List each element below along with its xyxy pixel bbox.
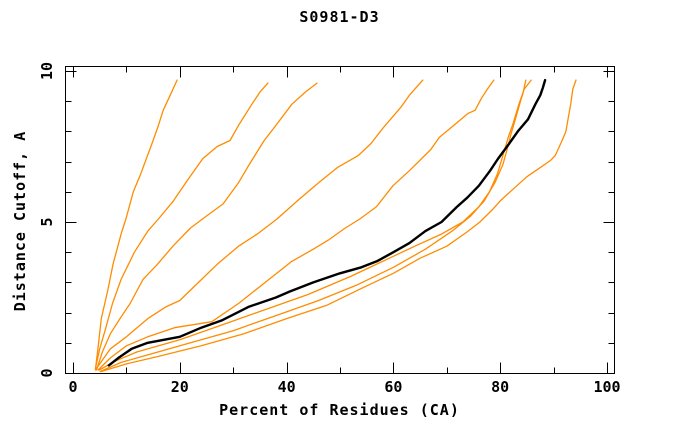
x-tick-label: 80 (491, 378, 509, 396)
y-tick-label: 5 (38, 217, 56, 226)
model-curve (95, 79, 424, 370)
x-axis-title: Percent of Residues (CA) (219, 401, 460, 419)
y-tick-label: 10 (38, 62, 56, 80)
model-curve (95, 82, 318, 371)
model-curve (100, 79, 577, 373)
model-curve (99, 79, 532, 373)
x-tick-label: 0 (68, 378, 77, 396)
model-curve (98, 79, 527, 371)
chart-title: S0981-D3 (299, 8, 380, 26)
model-curve (94, 79, 178, 371)
model-curve (97, 79, 495, 371)
x-tick-label: 40 (278, 378, 296, 396)
y-tick-label: 0 (38, 368, 56, 377)
x-tick-label: 20 (171, 378, 189, 396)
x-tick-label: 60 (384, 378, 402, 396)
highlighted-model-curve (107, 78, 547, 367)
x-tick-label: 100 (593, 378, 620, 396)
model-curve (94, 82, 269, 370)
